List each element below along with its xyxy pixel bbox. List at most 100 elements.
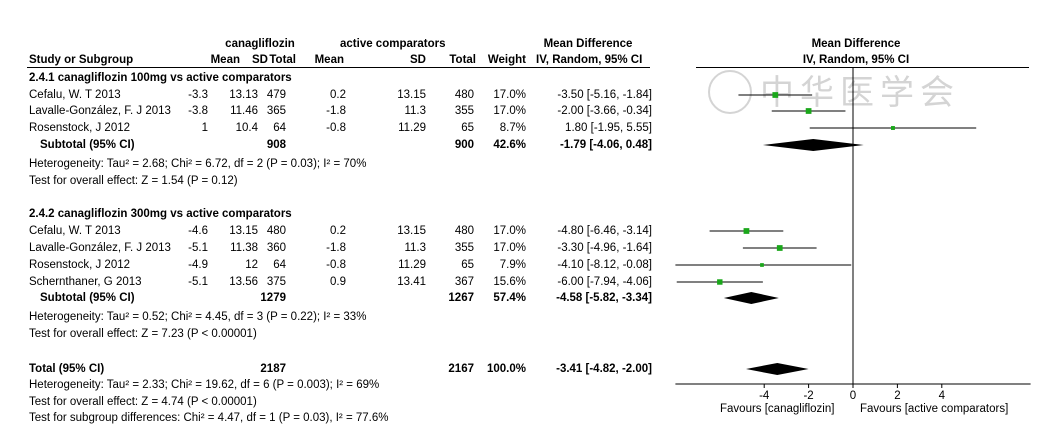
n1-1-1: 360 [266, 242, 286, 254]
weight-1-3: 15.6% [493, 276, 526, 288]
x-tick-label-3: 2 [894, 390, 900, 402]
n1-1-0: 480 [266, 225, 286, 237]
sd1-1-2: 12 [245, 259, 258, 271]
sd2-1-0: 13.15 [397, 225, 426, 237]
study-name-0-2: Rosenstock, J 2012 [29, 122, 131, 134]
watermark-seal [708, 70, 752, 114]
favours-right-label: Favours [active comparators] [860, 403, 1009, 415]
n1-0-0: 479 [266, 89, 286, 101]
sd1-header: SD [252, 54, 268, 66]
subtotal-weight-0: 42.6% [493, 139, 526, 151]
mean2-1-2: -0.8 [326, 259, 346, 271]
x-tick-label-0: -4 [759, 390, 770, 402]
mean1-1-1: -5.1 [188, 242, 208, 254]
subgroup-title-1: 2.4.2 canagliflozin 300mg vs active comp… [29, 208, 292, 220]
mean1-1-0: -4.6 [188, 225, 208, 237]
total1-header: Total [269, 54, 296, 66]
n1-1-2: 64 [273, 259, 286, 271]
heterogeneity-0: Heterogeneity: Tau² = 2.68; Chi² = 6.72,… [29, 158, 367, 170]
subgroup-differences: Test for subgroup differences: Chi² = 4.… [29, 412, 389, 424]
mean2-0-1: -1.8 [326, 105, 346, 117]
overall-effect-1: Test for overall effect: Z = 7.23 (P < 0… [29, 328, 257, 340]
heterogeneity-1: Heterogeneity: Tau² = 0.52; Chi² = 4.45,… [29, 311, 367, 323]
subtotal-n1-1: 1279 [260, 292, 286, 304]
sd2-0-0: 13.15 [397, 89, 426, 101]
watermark-text: 中华医学会 [760, 73, 960, 113]
md-header: Mean Difference [543, 38, 633, 50]
subtotal-ci-1: -4.58 [-5.82, -3.34] [556, 292, 652, 304]
study-1-0-marker [743, 228, 750, 234]
header-rule-left [27, 67, 650, 68]
mean2-header: Mean [314, 54, 344, 66]
mean1-0-2: 1 [201, 122, 208, 134]
study-0-2-marker [891, 126, 895, 130]
study-1-2-marker [760, 263, 764, 267]
ci-1-3: -6.00 [-7.94, -4.06] [557, 276, 652, 288]
study-name-1-3: Schernthaner, G 2013 [29, 276, 142, 288]
weight-1-1: 17.0% [493, 242, 526, 254]
sd1-1-3: 13.56 [229, 276, 258, 288]
n2-1-3: 367 [454, 276, 474, 288]
study-name-0-0: Cefalu, W. T 2013 [29, 89, 121, 101]
weight-0-2: 8.7% [499, 122, 526, 134]
x-tick-label-1: -2 [803, 390, 813, 402]
n2-0-0: 480 [454, 89, 474, 101]
subtotal-diamond-0 [762, 139, 864, 151]
sd1-1-1: 11.38 [230, 242, 258, 254]
weight-header: Weight [487, 54, 526, 66]
mean1-0-0: -3.3 [188, 89, 208, 101]
mean2-1-0: 0.2 [330, 225, 346, 237]
study-1-3-marker [717, 279, 723, 285]
study-col-header: Study or Subgroup [29, 54, 134, 66]
mean1-1-3: -5.1 [188, 276, 208, 288]
x-tick-label-4: 4 [939, 390, 946, 402]
total-overall-effect: Test for overall effect: Z = 4.74 (P < 0… [29, 396, 257, 408]
ci-1-1: -3.30 [-4.96, -1.64] [557, 242, 652, 254]
n1-1-3: 375 [266, 276, 286, 288]
ci-header: IV, Random, 95% CI [536, 54, 643, 66]
sd2-1-1: 11.3 [404, 242, 426, 254]
n2-0-1: 355 [454, 105, 474, 117]
total-diamond [745, 363, 809, 375]
mean2-0-2: -0.8 [326, 122, 346, 134]
mean2-1-3: 0.9 [330, 276, 346, 288]
subtotal-label-0: Subtotal (95% CI) [40, 139, 135, 151]
study-0-0-marker [772, 92, 779, 98]
ci-1-2: -4.10 [-8.12, -0.08] [557, 259, 652, 271]
n1-0-1: 365 [266, 105, 286, 117]
study-name-0-1: Lavalle-González, F. J 2013 [29, 105, 171, 117]
n2-1-0: 480 [454, 225, 474, 237]
md-plot-header: Mean Difference [811, 38, 901, 50]
sd2-0-2: 11.29 [398, 122, 426, 134]
weight-0-0: 17.0% [493, 89, 526, 101]
study-name-1-2: Rosenstock, J 2012 [29, 259, 131, 271]
total-heterogeneity: Heterogeneity: Tau² = 2.33; Chi² = 19.62… [29, 379, 380, 391]
x-tick-label-2: 0 [850, 390, 856, 402]
n2-1-2: 65 [461, 259, 474, 271]
n2-0-2: 65 [461, 122, 474, 134]
subgroup-title-0: 2.4.1 canagliflozin 100mg vs active comp… [29, 72, 292, 84]
subtotal-n2-1: 1267 [448, 292, 474, 304]
subtotal-n2-0: 900 [454, 139, 474, 151]
group2-header: active comparators [340, 38, 446, 50]
mean1-0-1: -3.8 [188, 105, 208, 117]
weight-0-1: 17.0% [493, 105, 526, 117]
total-ci: -3.41 [-4.82, -2.00] [556, 363, 652, 375]
weight-1-2: 7.9% [499, 259, 526, 271]
study-name-1-0: Cefalu, W. T 2013 [29, 225, 121, 237]
mean1-1-2: -4.9 [188, 259, 208, 271]
mean1-header: Mean [210, 54, 240, 66]
sd1-0-1: 11.46 [230, 105, 258, 117]
ci-0-2: 1.80 [-1.95, 5.55] [565, 122, 652, 134]
subtotal-n1-0: 908 [266, 139, 286, 151]
sd1-0-0: 13.13 [229, 89, 258, 101]
subtotal-diamond-1 [723, 292, 779, 304]
sd1-1-0: 13.15 [229, 225, 258, 237]
total2-header: Total [449, 54, 476, 66]
mean2-1-1: -1.8 [326, 242, 346, 254]
weight-1-0: 17.0% [493, 225, 526, 237]
ci-plot-header: IV, Random, 95% CI [802, 54, 910, 66]
subtotal-label-1: Subtotal (95% CI) [40, 292, 135, 304]
sd2-1-2: 11.29 [398, 259, 426, 271]
